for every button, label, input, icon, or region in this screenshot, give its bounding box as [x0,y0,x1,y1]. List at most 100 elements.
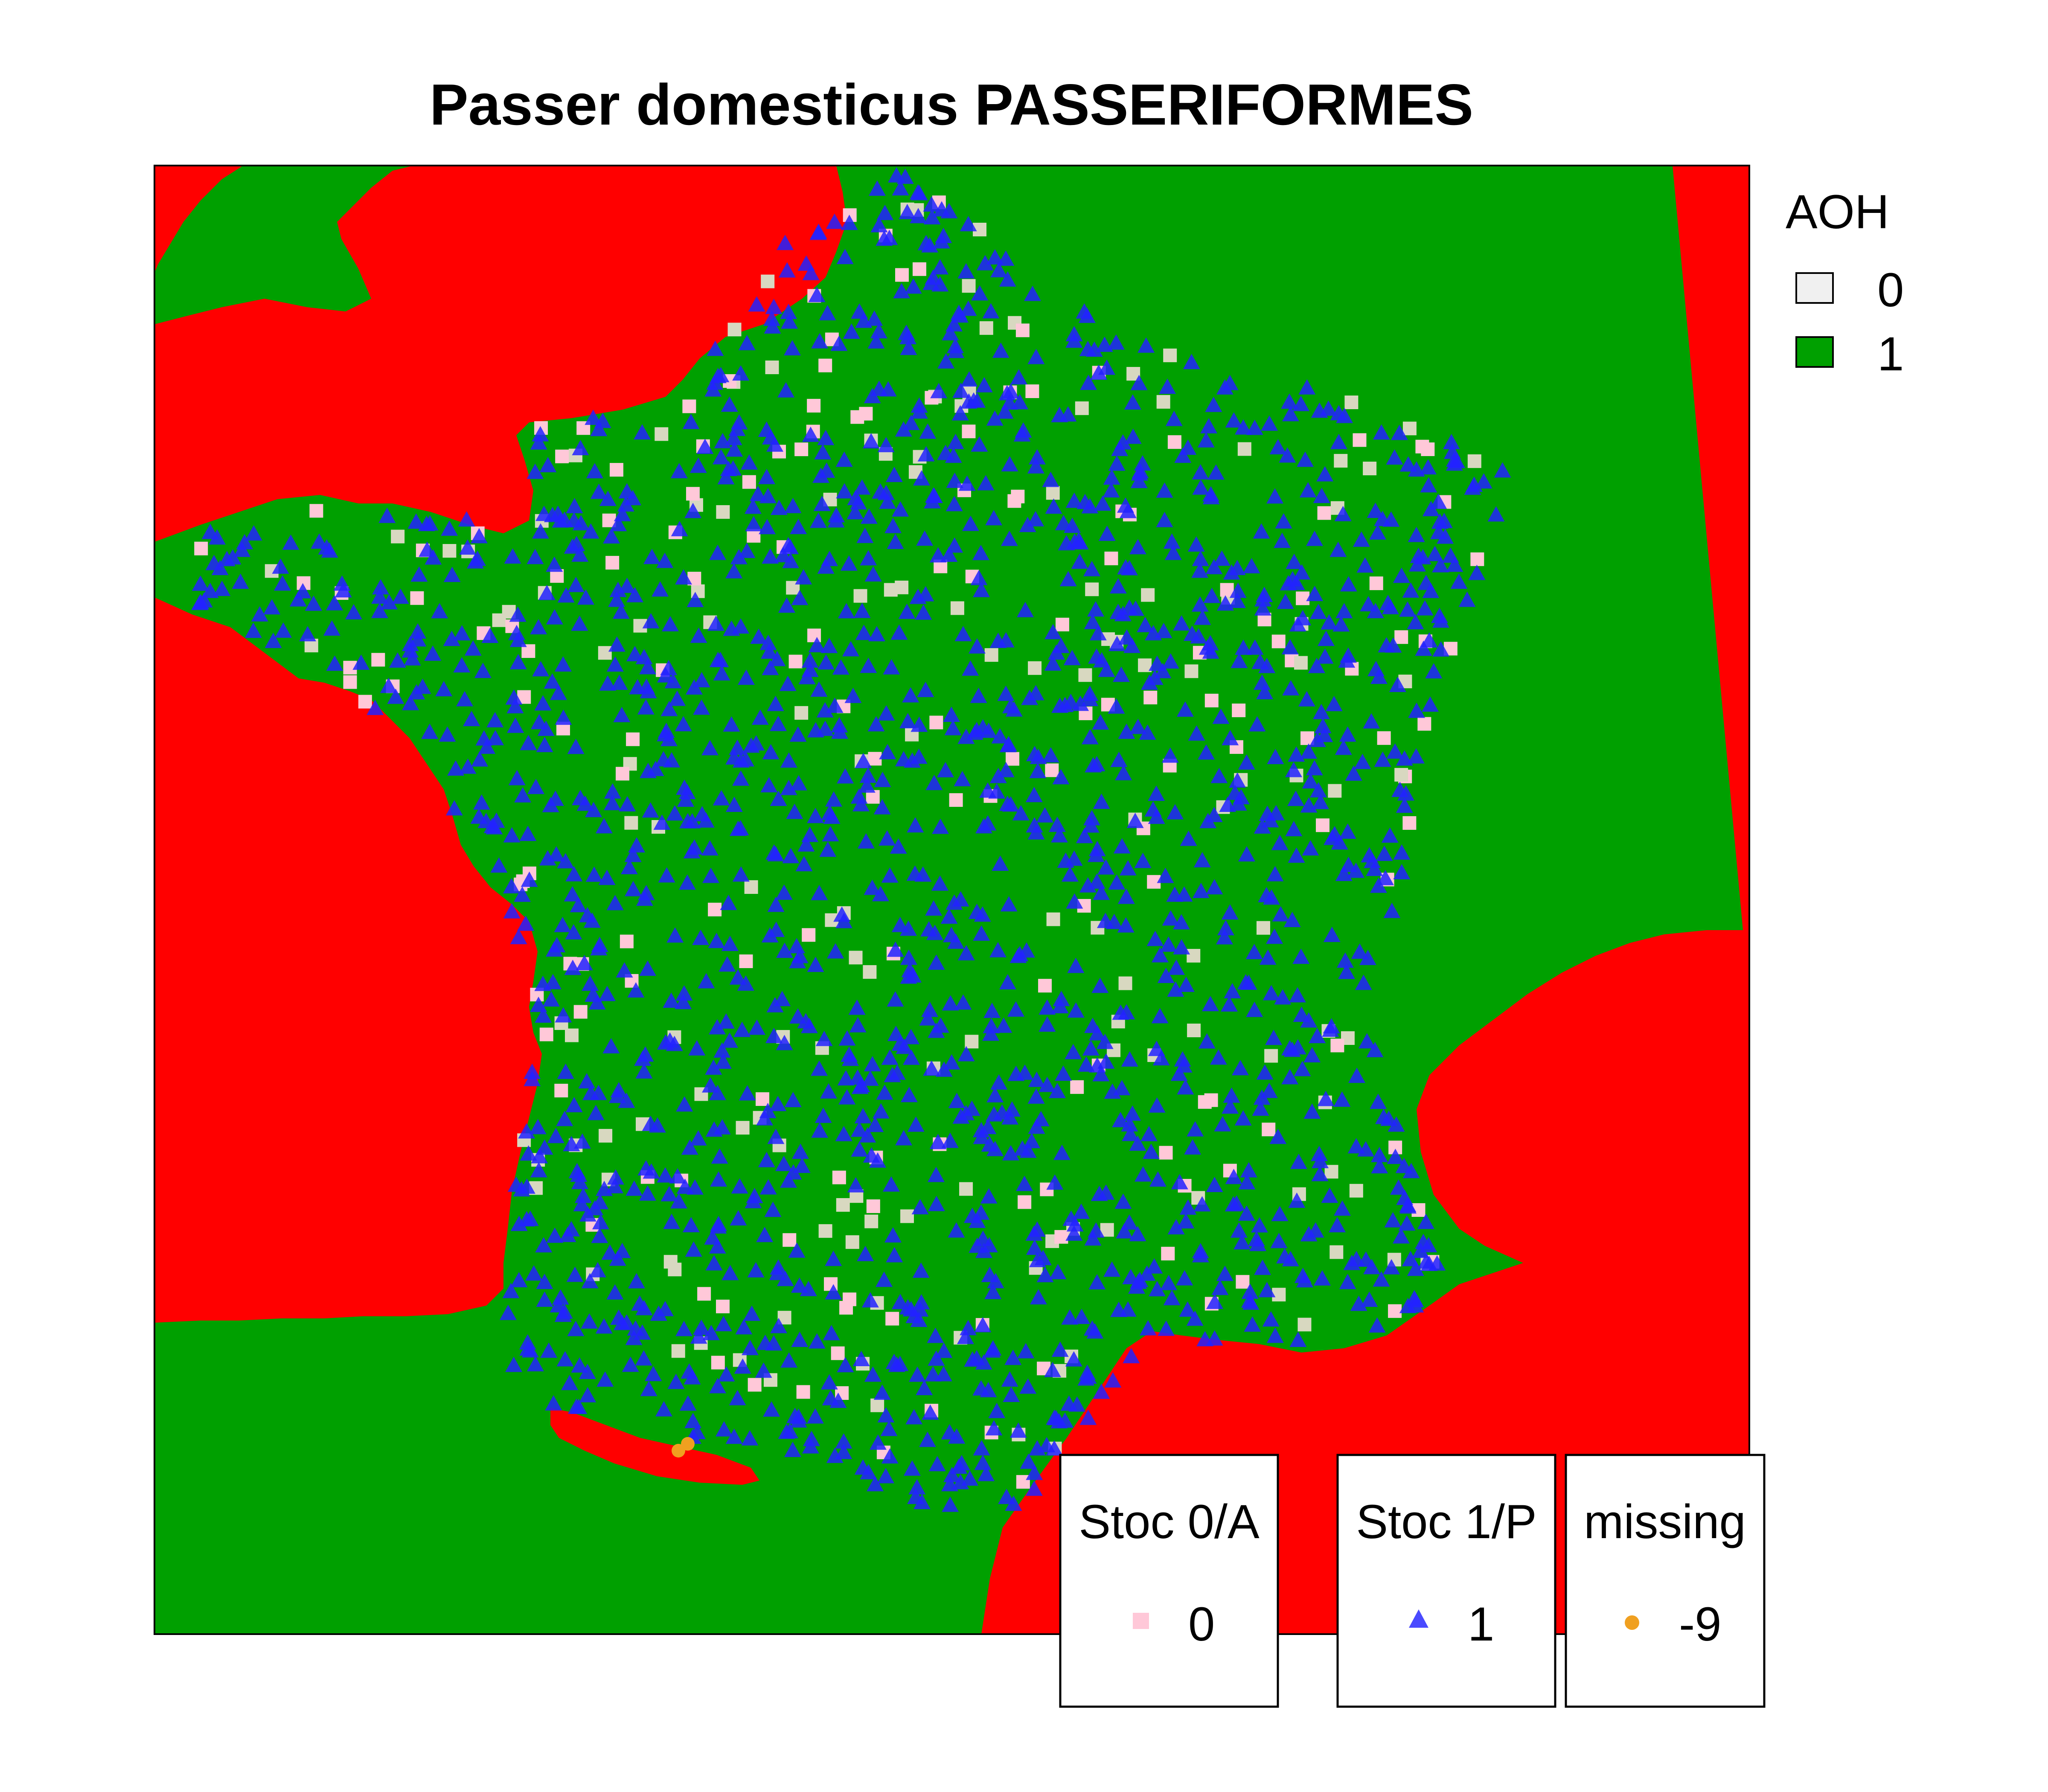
stoc-present-point [1061,866,1079,882]
stoc-present-point [527,1356,544,1372]
stoc-present-point [1216,379,1233,395]
aoh-legend-title: AOH [1786,185,1889,239]
stoc-present-point [721,1032,739,1048]
stoc-present-point [877,1407,895,1423]
stoc-present-point [1146,1258,1163,1274]
stoc-present-point [860,657,877,673]
stoc-absent-point [736,1121,750,1135]
stoc-present-point [1002,796,1019,812]
stoc-present-point [514,886,531,902]
stoc-present-point [1281,1069,1299,1085]
stoc-present-point [1084,614,1101,629]
stoc-present-point [1373,1271,1390,1287]
stoc-present-point [572,439,589,455]
stoc-present-point [1256,684,1274,700]
stoc-present-point [1246,1001,1263,1017]
stoc-present-point [1048,816,1066,832]
stoc-present-point [1384,1212,1402,1228]
stoc-present-point [566,497,583,513]
stoc-present-point [844,687,862,703]
stoc-present-point [1266,866,1284,881]
stoc-present-point [1308,657,1325,673]
stoc-present-point [1121,1051,1138,1067]
stoc-absent-point [859,407,873,421]
stoc-present-point [1360,596,1377,611]
stoc-present-point [1096,1033,1114,1049]
stoc-absent-point [1046,912,1060,926]
stoc-present-point [624,847,642,862]
stoc-present-point [1361,1291,1378,1307]
stoc-present-point [762,744,780,759]
stoc-present-point [876,204,894,220]
stoc-present-point [1066,893,1083,909]
stoc-present-point [1446,451,1463,467]
stoc-present-point [1050,827,1068,843]
stoc-absent-point [1334,454,1348,468]
missing-point [672,1444,685,1457]
stoc-present-point [732,866,750,882]
stoc-present-point [935,1366,952,1382]
stoc-present-point [748,1019,766,1035]
stoc-present-point [974,906,991,922]
stoc-present-point [1313,488,1330,503]
stoc-present-point [1061,1309,1079,1325]
stoc-present-point [669,1168,687,1184]
stoc-present-point [827,512,845,528]
stoc-present-point [781,313,798,329]
stoc-present-point [655,751,672,767]
stoc-present-point [1229,593,1246,608]
stoc-present-point [690,627,707,643]
stoc-present-point [1192,550,1209,566]
stoc-present-point [1028,1118,1045,1134]
stoc-present-point [1243,558,1260,573]
stoc-present-point [795,856,813,872]
stoc-present-point [806,1408,824,1424]
stoc-present-point [1321,1187,1338,1203]
stoc-present-point [486,819,503,835]
stoc-present-point [977,475,995,491]
stoc-present-point [826,1447,844,1463]
stoc-present-point [1465,476,1483,492]
stoc-present-point [721,396,738,412]
stoc-present-point [793,1158,811,1173]
stoc-present-point [409,631,427,647]
stoc-present-point [1322,1021,1339,1037]
stoc-present-point [1241,1283,1259,1299]
stoc-present-point [581,1313,598,1329]
stoc-present-point [471,751,489,767]
stoc-absent-point [866,1199,880,1213]
stoc-present-point [857,1245,874,1261]
stoc-present-point [1056,697,1074,713]
stoc-present-point [702,867,719,883]
stoc-present-point [837,768,854,784]
stoc-present-point [1026,1239,1043,1255]
stoc-present-point [786,803,803,819]
stoc-present-point [547,846,565,862]
stoc-present-point [477,813,495,829]
stoc-present-point [1058,535,1075,550]
stoc-present-point [943,1466,961,1482]
stoc-present-point [960,1320,977,1335]
stoc-present-point [893,283,911,299]
stoc-present-point [881,1448,899,1464]
stoc-absent-point [1184,664,1199,678]
stoc-present-point [1202,486,1220,502]
stoc-present-point [811,333,829,349]
stoc-present-point [821,550,838,566]
stoc-present-point [1161,747,1179,763]
stoc-present-point [791,1332,809,1347]
stoc-present-point [762,548,779,564]
stoc-present-point [1065,1044,1082,1059]
stoc-present-point [565,866,583,881]
stoc-absent-point [912,262,926,276]
stoc-present-point [1148,1097,1166,1113]
stoc-absent-point [1402,816,1417,830]
stoc-present-point [1084,1230,1102,1246]
stoc-present-point [1366,1041,1384,1057]
stoc-present-point [937,353,955,369]
stoc-present-point [1279,447,1296,463]
stoc-present-point [1152,1050,1170,1066]
stoc-present-point [555,709,572,725]
stoc-present-point [832,659,849,675]
stoc-present-legend-box [1336,1454,1556,1708]
